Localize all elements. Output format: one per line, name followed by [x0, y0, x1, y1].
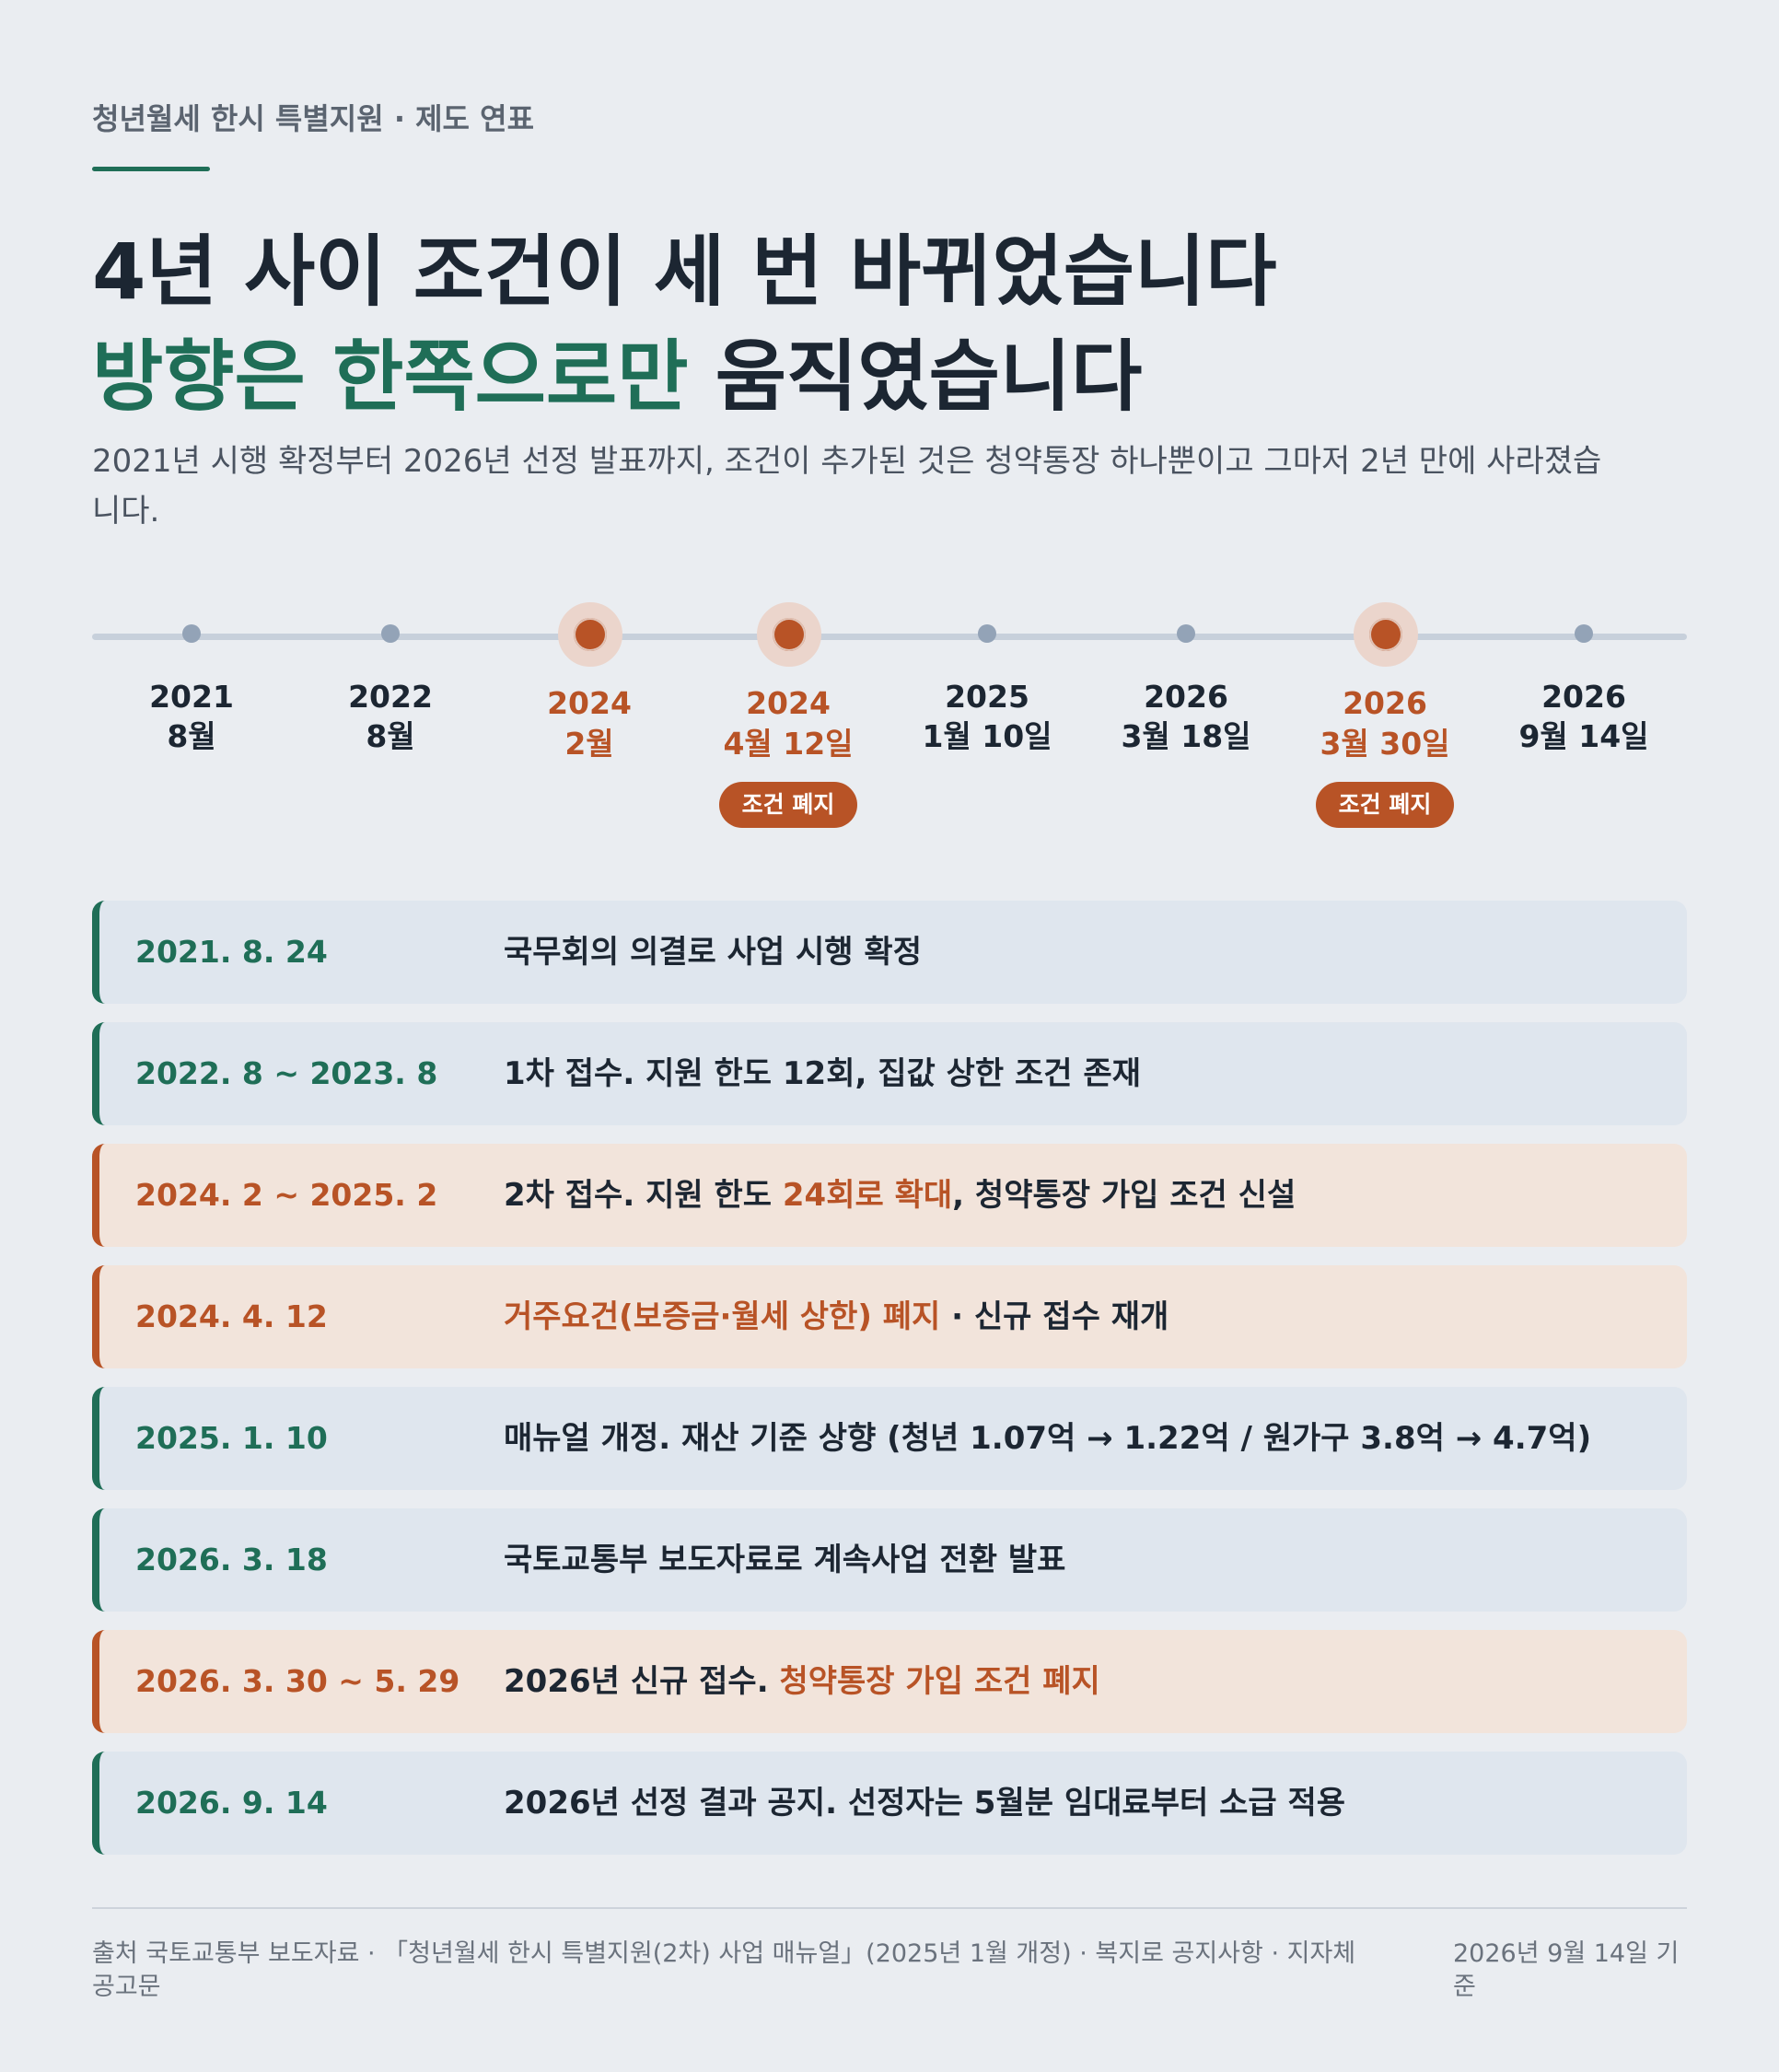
footer-divider	[92, 1907, 1687, 1909]
event-description: 매뉴얼 개정. 재산 기준 상향 (청년 1.07억 → 1.22억 / 원가구…	[504, 1387, 1591, 1490]
timeline-year: 2022	[348, 679, 433, 715]
condition-removed-badge: 조건 폐지	[719, 782, 857, 828]
timeline-date: 3월 30일	[1320, 726, 1450, 762]
event-text: 2026년 선정 결과 공지. 선정자는 5월분 임대료부터 소급 적용	[504, 1785, 1346, 1822]
event-text: · 신규 접수 재개	[940, 1298, 1169, 1335]
timeline-year: 2026	[1343, 685, 1427, 721]
event-text: , 청약통장 가입 조건 신설	[952, 1177, 1296, 1214]
timeline-marker	[182, 624, 201, 643]
timeline-year: 2021	[149, 679, 234, 715]
event-date: 2022. 8 ~ 2023. 8	[135, 1055, 438, 1091]
event-text: 국토교통부 보도자료로 계속사업 전환 발표	[504, 1542, 1066, 1578]
as-of-date: 2026년 9월 14일 기준	[1453, 1939, 1680, 2001]
event-text: 2차 접수. 지원 한도	[504, 1177, 783, 1214]
timeline-year: 2024	[746, 685, 831, 721]
event-row: 2026. 9. 14 2026년 선정 결과 공지. 선정자는 5월분 임대료부…	[92, 1752, 1687, 1855]
event-description: 2026년 신규 접수. 청약통장 가입 조건 폐지	[504, 1630, 1100, 1733]
event-description: 국무회의 의결로 사업 시행 확정	[504, 901, 922, 1004]
event-description: 2026년 선정 결과 공지. 선정자는 5월분 임대료부터 소급 적용	[504, 1752, 1345, 1855]
event-row: 2024. 2 ~ 2025. 2 2차 접수. 지원 한도 24회로 확대, 청…	[92, 1144, 1687, 1247]
event-text: 매뉴얼 개정. 재산 기준 상향 (청년 1.07억 → 1.22억 / 원가구…	[504, 1420, 1592, 1457]
timeline-year: 2026	[1144, 679, 1228, 715]
event-text: 국무회의 의결로 사업 시행 확정	[504, 934, 922, 971]
headline-line-1: 4년 사이 조건이 세 번 바뀌었습니다	[92, 227, 1277, 317]
event-date: 2025. 1. 10	[135, 1420, 328, 1456]
headline-rest: 움직였습니다	[688, 332, 1143, 422]
timeline-marker-highlight	[1354, 602, 1418, 667]
headline-accent: 방향은 한쪽으로만	[92, 332, 689, 422]
lede-paragraph: 2021년 시행 확정부터 2026년 선정 발표까지, 조건이 추가된 것은 …	[92, 443, 1602, 530]
event-highlight-text: 24회로 확대	[782, 1177, 953, 1214]
event-date: 2021. 8. 24	[135, 934, 328, 970]
event-text: 1차 접수. 지원 한도 12회, 집값 상한 조건 존재	[504, 1055, 1141, 1092]
event-date: 2024. 4. 12	[135, 1298, 328, 1334]
event-list: 2021. 8. 24 국무회의 의결로 사업 시행 확정 2022. 8 ~ 20…	[92, 901, 1687, 1873]
condition-removed-badge: 조건 폐지	[1316, 782, 1454, 828]
event-date: 2026. 3. 18	[135, 1542, 328, 1577]
event-row: 2026. 3. 30 ~ 5. 29 2026년 신규 접수. 청약통장 가입 …	[92, 1630, 1687, 1733]
timeline-marker-highlight	[558, 602, 622, 667]
timeline-marker	[381, 624, 400, 643]
timeline-year: 2024	[547, 685, 632, 721]
event-text: 2026년 신규 접수.	[504, 1663, 780, 1700]
timeline-date: 2월	[564, 726, 614, 762]
timeline-date: 4월 12일	[723, 726, 854, 762]
eyebrow-underline	[92, 167, 210, 171]
timeline-date: 1월 10일	[922, 718, 1052, 754]
timeline-date: 8월	[167, 718, 216, 754]
timeline-track	[92, 634, 1687, 640]
event-date: 2024. 2 ~ 2025. 2	[135, 1177, 438, 1213]
source-note: 출처 국토교통부 보도자료 · 「청년월세 한시 특별지원(2차) 사업 매뉴얼…	[92, 1939, 1356, 2001]
event-description: 1차 접수. 지원 한도 12회, 집값 상한 조건 존재	[504, 1022, 1141, 1125]
event-description: 거주요건(보증금·월세 상한) 폐지 · 신규 접수 재개	[504, 1265, 1169, 1368]
event-date: 2026. 9. 14	[135, 1785, 328, 1821]
event-highlight-text: 청약통장 가입 조건 폐지	[779, 1663, 1100, 1700]
timeline-marker	[1575, 624, 1593, 643]
event-row: 2024. 4. 12 거주요건(보증금·월세 상한) 폐지 · 신규 접수 재개	[92, 1265, 1687, 1368]
timeline-marker	[1177, 624, 1195, 643]
event-description: 국토교통부 보도자료로 계속사업 전환 발표	[504, 1508, 1065, 1612]
event-row: 2022. 8 ~ 2023. 8 1차 접수. 지원 한도 12회, 집값 상한…	[92, 1022, 1687, 1125]
event-row: 2025. 1. 10 매뉴얼 개정. 재산 기준 상향 (청년 1.07억 → …	[92, 1387, 1687, 1490]
timeline-date: 9월 14일	[1518, 718, 1649, 754]
eyebrow-label: 청년월세 한시 특별지원 · 제도 연표	[92, 101, 535, 136]
timeline-date: 8월	[366, 718, 415, 754]
event-highlight-text: 거주요건(보증금·월세 상한) 폐지	[504, 1298, 941, 1335]
timeline-year: 2026	[1541, 679, 1626, 715]
timeline-marker-highlight	[757, 602, 821, 667]
timeline-year: 2025	[945, 679, 1029, 715]
event-date: 2026. 3. 30 ~ 5. 29	[135, 1663, 460, 1699]
headline-line-2: 방향은 한쪽으로만 움직였습니다	[92, 324, 1277, 429]
event-row: 2021. 8. 24 국무회의 의결로 사업 시행 확정	[92, 901, 1687, 1004]
timeline-marker	[978, 624, 996, 643]
timeline-date: 3월 18일	[1121, 718, 1251, 754]
event-row: 2026. 3. 18 국토교통부 보도자료로 계속사업 전환 발표	[92, 1508, 1687, 1612]
page-title: 4년 사이 조건이 세 번 바뀌었습니다 방향은 한쪽으로만 움직였습니다	[92, 219, 1277, 429]
event-description: 2차 접수. 지원 한도 24회로 확대, 청약통장 가입 조건 신설	[504, 1144, 1296, 1247]
